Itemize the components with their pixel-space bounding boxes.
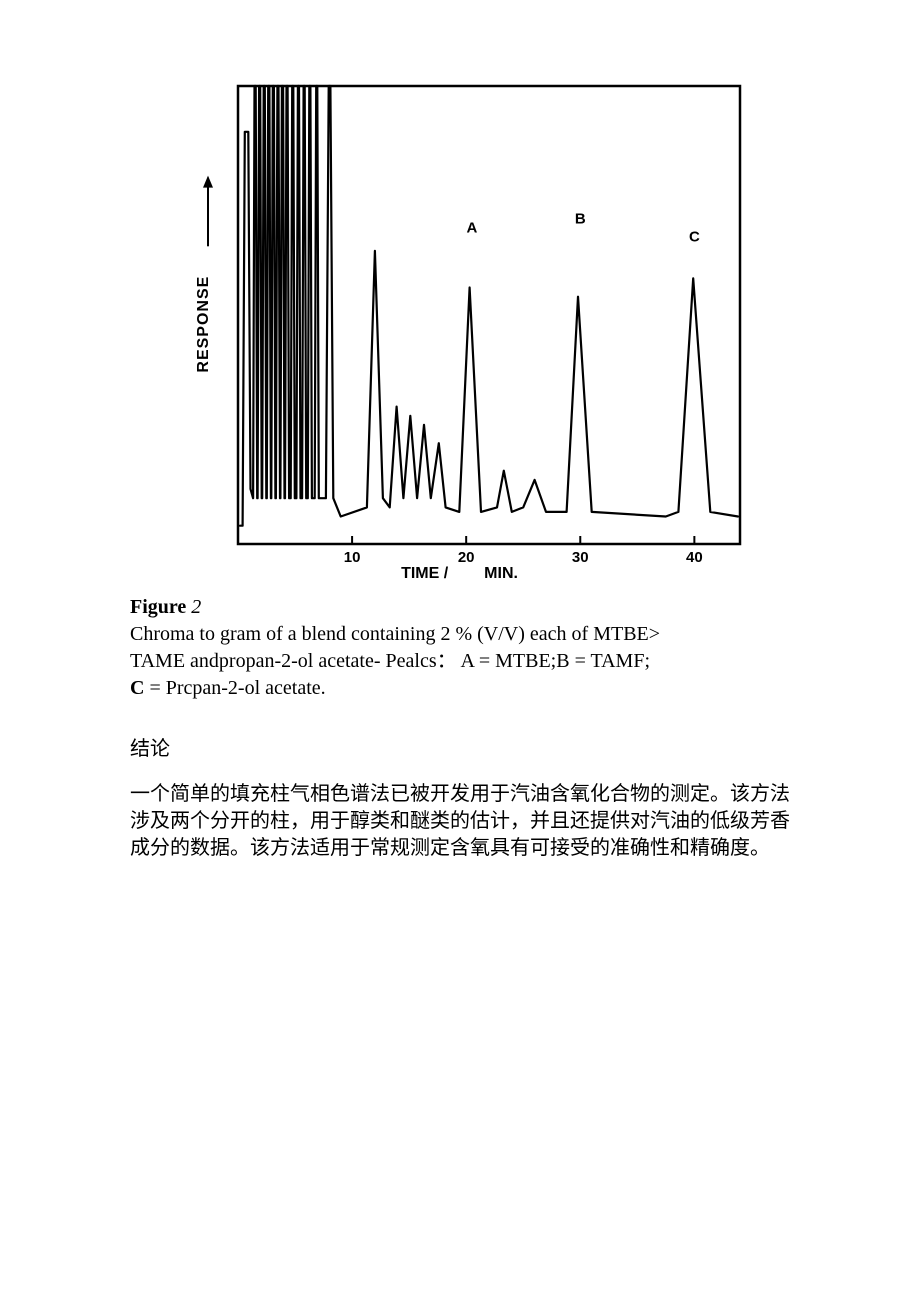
- figure-caption: Figure 2 Chroma to gram of a blend conta…: [130, 594, 790, 702]
- caption-line-3-bold: C: [130, 677, 144, 699]
- caption-line-3-rest: = Prcpan-2-ol acetate.: [144, 677, 325, 699]
- svg-text:C: C: [689, 229, 700, 246]
- chromatogram-chart: 10 20 30 40 TIME / MIN. RESPONSE A B C: [190, 80, 790, 590]
- svg-text:10: 10: [344, 549, 361, 566]
- caption-line-3: C = Prcpan-2-ol acetate.: [130, 675, 790, 702]
- svg-text:RESPONSE: RESPONSE: [195, 276, 212, 373]
- svg-text:40: 40: [686, 549, 703, 566]
- section-heading: 结论: [130, 736, 790, 763]
- svg-text:B: B: [575, 210, 586, 227]
- caption-line-2: TAME andpropan-2-ol acetate- Pealcs： A =…: [130, 648, 790, 675]
- figure-number: 2: [191, 596, 201, 618]
- caption-line-1: Chroma to gram of a blend containing 2 %…: [130, 621, 790, 648]
- chromatogram-svg: 10 20 30 40 TIME / MIN. RESPONSE A B C: [190, 80, 750, 590]
- section-body: 一个简单的填充柱气相色谱法已被开发用于汽油含氧化合物的测定。该方法涉及两个分开的…: [130, 781, 790, 862]
- svg-text:20: 20: [458, 549, 475, 566]
- svg-text:30: 30: [572, 549, 589, 566]
- svg-text:TIME /: TIME /: [401, 565, 449, 582]
- svg-text:MIN.: MIN.: [484, 565, 518, 582]
- figure-label: Figure: [130, 596, 186, 618]
- svg-text:A: A: [466, 220, 477, 237]
- figure-block: 10 20 30 40 TIME / MIN. RESPONSE A B C Figure 2 C…: [130, 80, 790, 702]
- figure-label-line: Figure 2: [130, 594, 790, 621]
